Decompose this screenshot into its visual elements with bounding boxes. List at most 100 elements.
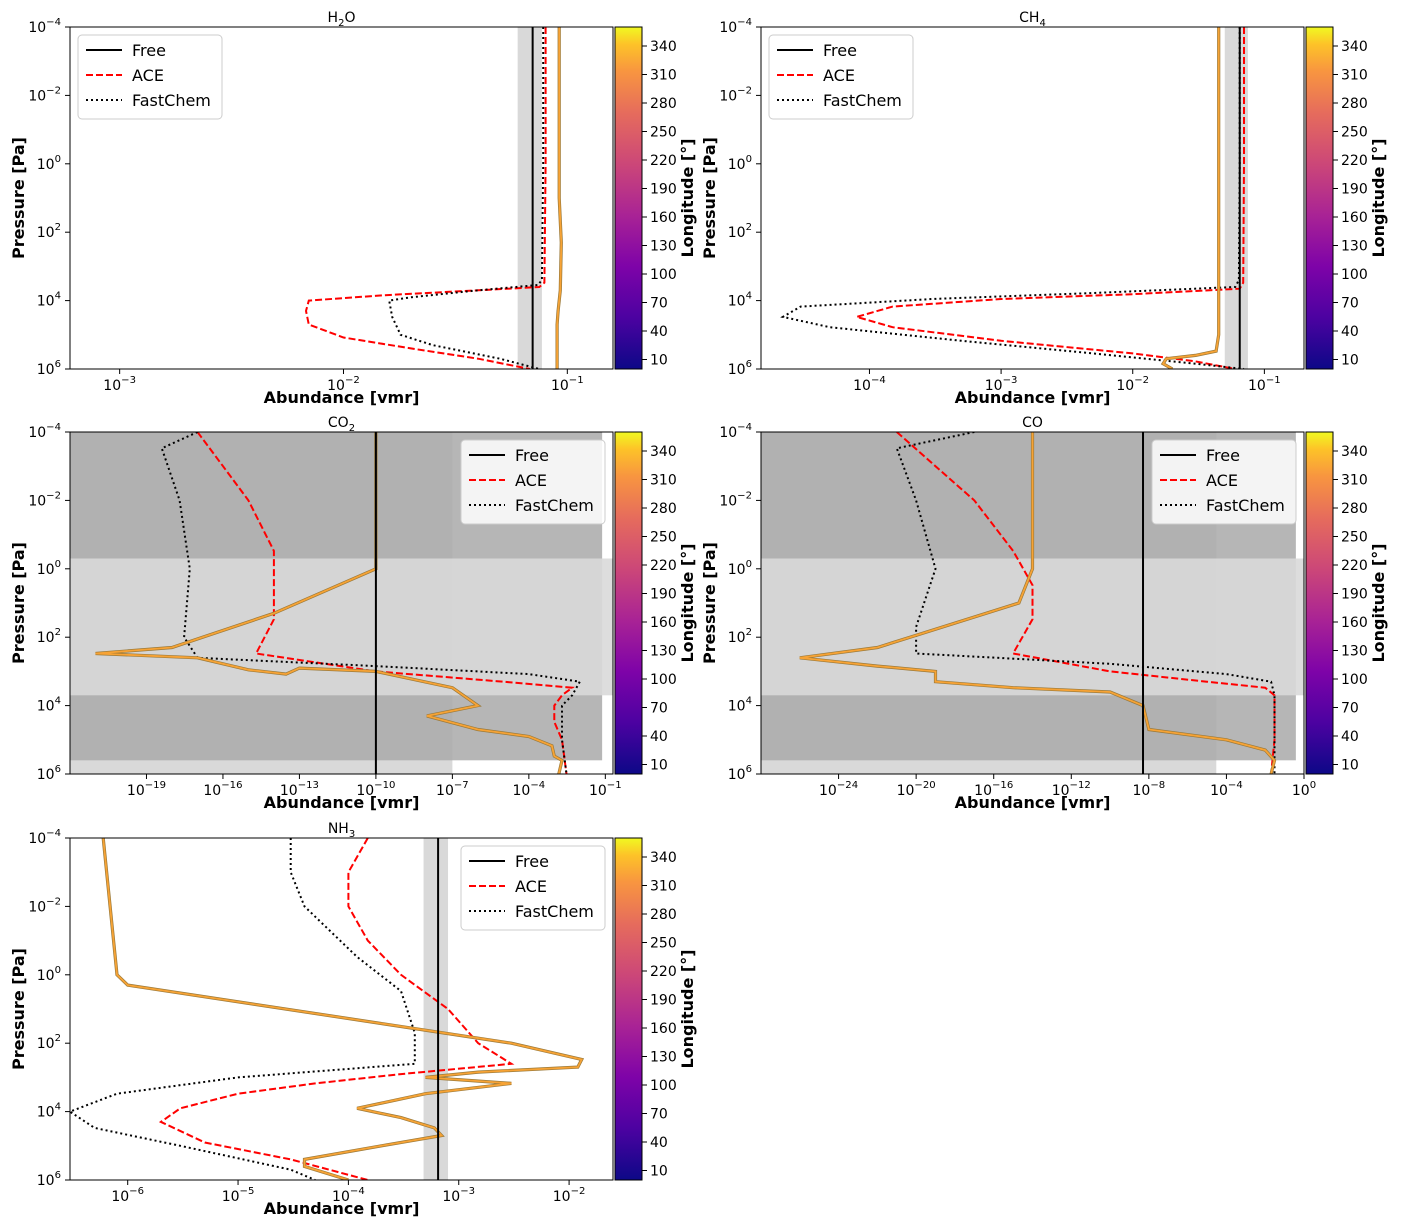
legend-free-label: Free [515, 446, 549, 465]
y-tick-label: 10−4 [28, 422, 61, 441]
legend-box [768, 34, 914, 120]
x-axis-label: Abundance [vmr] [264, 388, 420, 407]
colorbar-tick-label: 340 [650, 850, 677, 866]
colorbar-tick-label: 250 [1341, 125, 1368, 141]
y-tick-label: 104 [37, 291, 61, 310]
x-tick-label: 10−1 [1248, 375, 1281, 394]
colorbar-tick-label: 190 [650, 587, 677, 603]
plot-area [70, 838, 585, 1180]
colorbar-tick-label: 250 [650, 125, 677, 141]
legend: Free ACE FastChem [460, 439, 606, 525]
colorbar-tick-label: 340 [1341, 444, 1368, 460]
retrieved-profile [102, 838, 584, 1180]
x-tick-label: 10−24 [819, 780, 858, 799]
x-tick-label: 10−6 [111, 1186, 144, 1205]
x-tick-label: 10−2 [553, 1186, 586, 1205]
ace-profile [896, 432, 1276, 774]
colorbar: 10 40 70 100 130 160 190 220 250 280 310 340 Longitu… [614, 26, 697, 370]
colorbar-label: Longitude [°] [678, 138, 697, 257]
colorbar-tick-label: 310 [650, 879, 677, 895]
legend-fastchem-label: FastChem [515, 902, 594, 921]
x-tick-label: 10−7 [436, 780, 469, 799]
panel-title: H2O [328, 10, 356, 29]
y-tick-label: 106 [728, 359, 752, 378]
colorbar-tick-label: 130 [1341, 239, 1368, 255]
axes-frame [760, 26, 1305, 370]
x-tick-label: 10−2 [327, 375, 360, 394]
legend-ace-label: ACE [515, 471, 547, 490]
colorbar-tick-label: 250 [650, 530, 677, 546]
x-tick-label: 10−13 [280, 780, 319, 799]
colorbar-tick-label: 280 [650, 907, 677, 923]
x-axis-label: Abundance [vmr] [955, 793, 1111, 812]
retrieved-profile [556, 27, 563, 369]
x-tick-label: 10−20 [897, 780, 936, 799]
ace-profile [158, 838, 515, 1180]
colorbar-tick-label: 40 [1341, 729, 1359, 745]
colorbar-gradient [1305, 431, 1334, 775]
legend-box [460, 845, 606, 931]
legend-fastchem-label: FastChem [132, 91, 211, 110]
y-tick-label: 106 [37, 764, 61, 783]
y-tick-label: 100 [37, 559, 61, 578]
colorbar-tick-label: 220 [650, 964, 677, 980]
colorbar-tick-label: 40 [650, 1135, 668, 1151]
colorbar-tick-label: 310 [650, 473, 677, 489]
colorbar-label: Longitude [°] [1369, 138, 1388, 257]
colorbar-tick-label: 70 [1341, 296, 1359, 312]
chart-panel-co2: 10−19 10−16 10−13 10−10 10−7 10−4 10−1 10−4 10−2… [9, 415, 697, 812]
colorbar-tick-label: 10 [1341, 758, 1359, 774]
y-tick-label: 102 [37, 222, 61, 241]
colorbar-tick-label: 190 [650, 993, 677, 1009]
y-axis-label: Pressure [Pa] [700, 542, 719, 664]
colorbar-tick-label: 100 [1341, 672, 1368, 688]
colorbar-label: Longitude [°] [1369, 543, 1388, 662]
panel-title: CO2 [328, 415, 355, 434]
chart-panel-nh3: 10−6 10−5 10−4 10−3 10−2 10−4 10−2 100 102 104 106… [9, 821, 697, 1218]
legend-ace-label: ACE [823, 66, 855, 85]
retrieved-profile-outline [1160, 27, 1221, 369]
y-tick-label: 10−4 [28, 17, 61, 36]
x-tick-label: 10−5 [222, 1186, 255, 1205]
colorbar-tick-label: 130 [650, 644, 677, 660]
y-tick-label: 100 [37, 965, 61, 984]
chart-panel-h2o: 10−3 10−2 10−1 10−4 10−2 100 102 104 106 Abundanc… [9, 10, 697, 407]
colorbar-tick-label: 160 [1341, 210, 1368, 226]
y-tick-label: 10−2 [28, 85, 61, 104]
legend: Free ACE FastChem [1151, 439, 1297, 525]
legend-box [460, 439, 606, 525]
x-tick-label: 10−3 [103, 375, 136, 394]
x-tick-label: 10−3 [442, 1186, 475, 1205]
x-tick-label: 10−8 [1133, 780, 1166, 799]
y-tick-label: 102 [728, 627, 752, 646]
y-tick-label: 106 [37, 359, 61, 378]
colorbar-tick-label: 130 [650, 1050, 677, 1066]
axes-frame [69, 837, 614, 1181]
colorbar-tick-label: 40 [650, 729, 668, 745]
colorbar-tick-label: 70 [1341, 701, 1359, 717]
y-tick-label: 102 [37, 1033, 61, 1052]
y-tick-label: 10−2 [719, 85, 752, 104]
legend-ace-label: ACE [1206, 471, 1238, 490]
x-axis-label: Abundance [vmr] [264, 793, 420, 812]
legend-free-label: Free [132, 41, 166, 60]
colorbar-tick-label: 160 [650, 615, 677, 631]
colorbar-label: Longitude [°] [678, 949, 697, 1068]
plot-area [70, 432, 613, 774]
fastchem-profile [895, 432, 1276, 774]
y-tick-label: 100 [728, 154, 752, 173]
colorbar-tick-label: 40 [650, 324, 668, 340]
colorbar-tick-label: 340 [650, 39, 677, 55]
legend: Free ACE FastChem [460, 845, 606, 931]
y-tick-label: 104 [37, 1102, 61, 1121]
x-axis-label: Abundance [vmr] [264, 1199, 420, 1218]
colorbar-tick-label: 220 [1341, 153, 1368, 169]
colorbar-tick-label: 160 [650, 1021, 677, 1037]
x-tick-label: 10−10 [356, 780, 395, 799]
colorbar-tick-label: 10 [1341, 353, 1359, 369]
colorbar-tick-label: 280 [1341, 501, 1368, 517]
colorbar-tick-label: 190 [1341, 182, 1368, 198]
y-tick-label: 104 [728, 696, 752, 715]
chart-panel-ch4: 10−4 10−3 10−2 10−1 10−4 10−2 100 102 104 106 Abun… [700, 10, 1388, 407]
